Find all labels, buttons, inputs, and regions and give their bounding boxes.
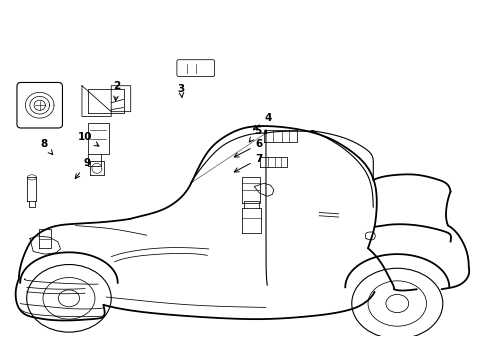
Text: 1: 1 [45,98,60,112]
Text: 7: 7 [234,154,262,172]
Ellipse shape [367,281,426,326]
Text: 9: 9 [75,158,91,179]
Ellipse shape [43,278,95,319]
Text: 6: 6 [234,139,262,157]
Ellipse shape [27,265,111,332]
Text: 10: 10 [77,132,99,146]
Ellipse shape [58,290,80,307]
Ellipse shape [351,268,442,339]
Text: 5: 5 [249,126,261,142]
Text: 2: 2 [113,81,120,101]
Text: 8: 8 [40,139,53,154]
Text: 3: 3 [177,84,184,97]
FancyBboxPatch shape [17,82,62,128]
Text: 4: 4 [253,113,271,130]
Ellipse shape [385,294,408,312]
FancyBboxPatch shape [177,60,214,77]
